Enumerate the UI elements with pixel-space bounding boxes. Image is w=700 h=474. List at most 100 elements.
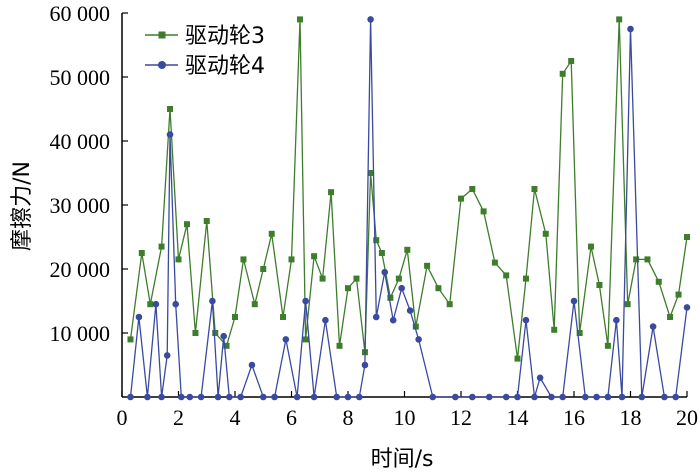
data-point [237,393,244,401]
data-point [415,336,422,343]
data-point [531,393,538,401]
data-point [559,393,566,401]
data-point [203,218,210,224]
data-point [183,221,190,228]
data-point [655,278,662,285]
data-point [587,243,594,250]
data-point [661,393,668,401]
data-point [435,285,442,292]
data-point [172,300,179,308]
data-point [624,301,631,308]
data-point [559,70,566,77]
x-tick-label: 16 [563,405,585,430]
data-point [344,393,352,401]
data-point [240,256,247,263]
data-point [232,314,238,320]
data-point [260,266,267,272]
data-point [514,355,521,362]
data-point [644,256,651,263]
data-point [548,393,555,401]
data-point [616,16,623,23]
data-point [328,189,335,196]
data-point [675,291,682,298]
data-point [296,16,303,23]
data-point [649,323,657,330]
data-point [259,393,267,401]
data-point [186,393,194,401]
data-point [485,393,493,401]
y-tick-label: 20 000 [50,257,111,282]
data-point [135,313,143,321]
data-point [613,316,620,324]
data-point [424,262,431,269]
chart-legend: 驱动轮3 驱动轮4 [145,24,265,79]
data-point [127,393,134,401]
data-point [372,313,380,321]
data-point [214,393,222,401]
data-point [381,268,389,276]
data-point [429,393,437,401]
data-point [248,361,256,369]
y-tick-label: 50 000 [50,65,111,90]
data-point [152,300,160,308]
data-point [311,253,318,260]
data-point [502,393,510,401]
legend-marker [158,31,166,39]
data-point [319,275,326,282]
data-point [378,250,385,256]
data-point [226,393,233,401]
data-point [175,256,182,263]
x-tick-label: 12 [450,405,472,430]
data-point [570,297,578,305]
data-point [361,361,369,369]
x-tick-label: 18 [620,405,642,430]
data-point [568,58,575,64]
data-point [336,342,343,349]
data-point [356,393,363,401]
data-point [604,342,611,349]
legend-label: 驱动轮3 [185,24,265,49]
data-point [522,316,530,324]
legend-item: 驱动轮3 [145,24,265,49]
data-point [452,393,459,401]
x-tick-label: 4 [230,405,241,430]
data-point [223,342,230,349]
legend-label: 驱动轮4 [185,54,265,79]
data-point [389,316,397,324]
y-tick-label: 40 000 [50,129,111,154]
data-point [144,393,151,401]
data-point [163,352,171,359]
data-point [395,275,402,282]
data-point [536,374,544,382]
data-point [212,330,219,336]
data-point [280,314,287,320]
y-tick-label: 60 000 [50,1,111,26]
data-point [542,230,549,237]
data-point [271,393,278,401]
data-point [302,336,309,343]
data-point [406,307,414,314]
data-point [333,393,341,401]
data-point [412,323,419,330]
data-point [469,186,476,192]
legend-marker [158,61,166,69]
data-point [220,332,227,340]
data-point [684,234,690,240]
chart-ticks: 0 2 4 6 8 10 12 14 16 18 20 10 000 20 000 30 000 40 00… [50,1,699,430]
data-point [596,282,603,288]
x-tick-label: 8 [343,405,354,430]
data-point [353,275,360,282]
data-point [604,393,612,401]
data-point [197,393,205,401]
data-point [322,316,329,324]
data-point [282,336,290,343]
data-point [593,393,600,401]
data-point [167,106,174,112]
data-point [458,195,464,202]
y-tick-label: 30 000 [50,193,111,218]
y-tick-label: 10 000 [50,321,111,346]
data-point [469,393,476,401]
series-1 [127,16,690,362]
data-point [638,393,646,401]
x-tick-label: 2 [173,405,184,430]
